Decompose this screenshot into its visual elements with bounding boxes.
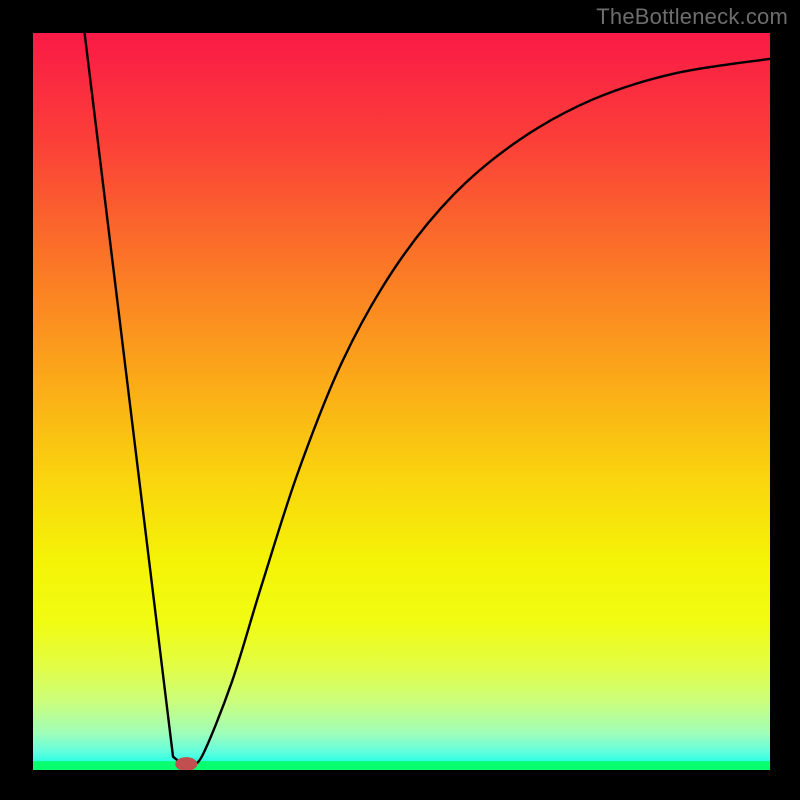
bottleneck-chart-svg — [33, 33, 770, 770]
plot-area — [33, 33, 770, 770]
chart-frame: TheBottleneck.com — [0, 0, 800, 800]
watermark-label: TheBottleneck.com — [596, 4, 788, 30]
gradient-background — [33, 33, 770, 770]
bottom-stripe — [33, 761, 770, 770]
